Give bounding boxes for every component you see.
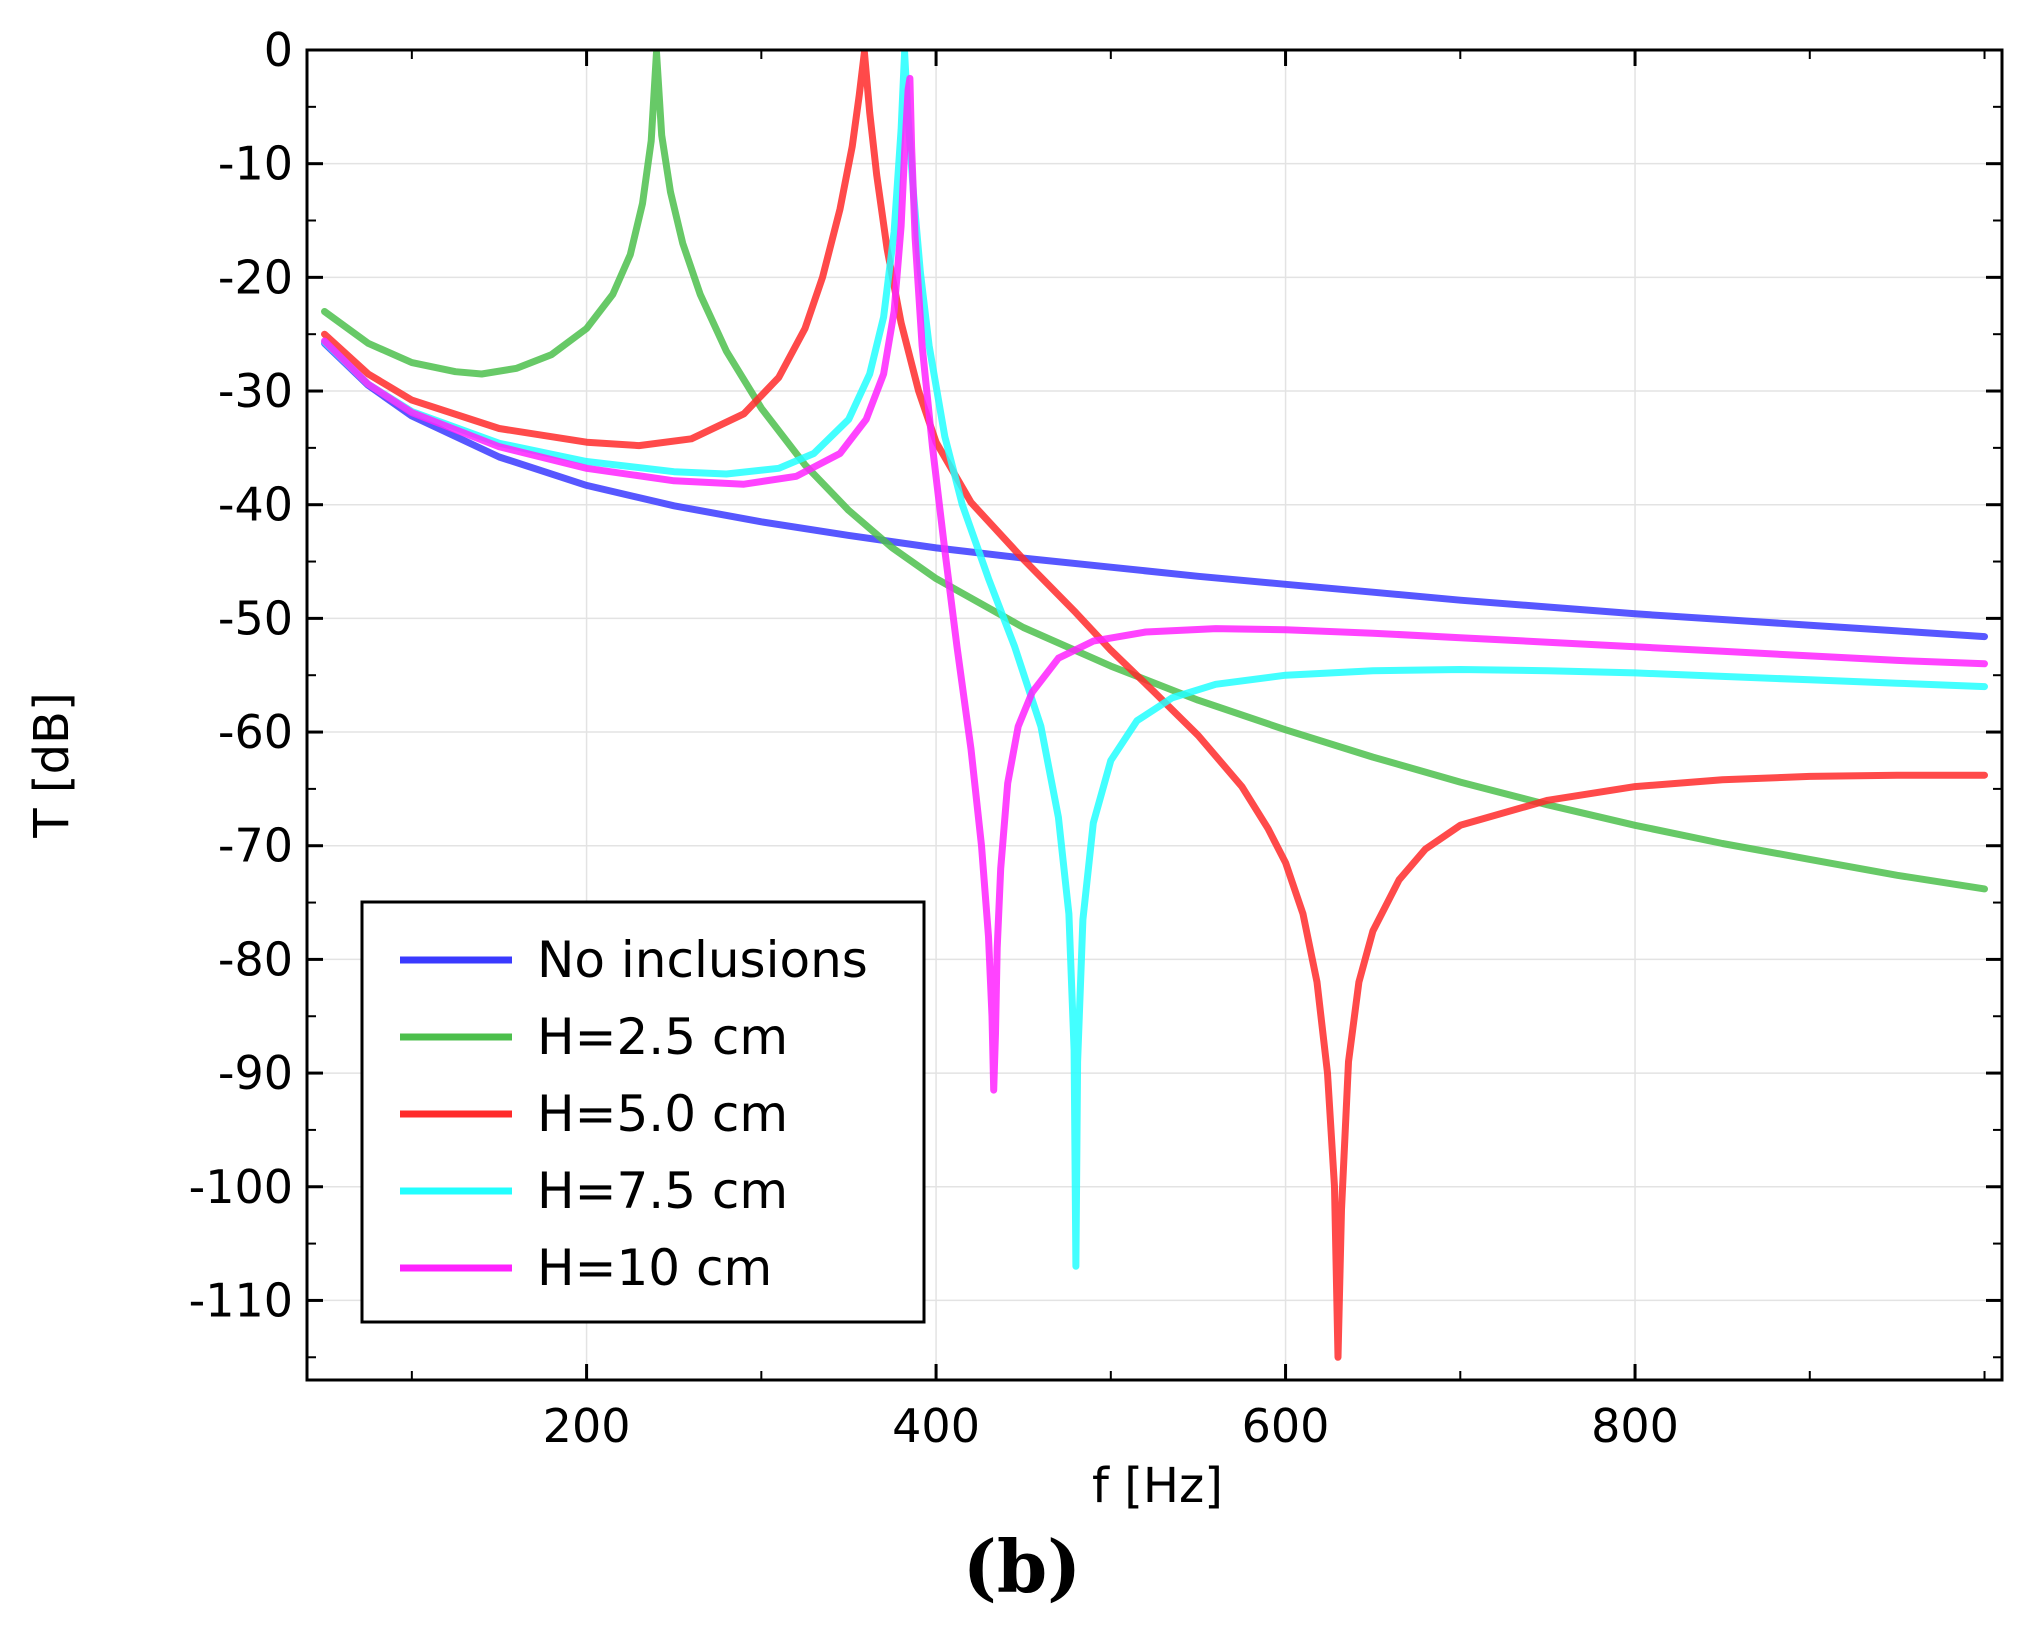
y-tick-label: -60	[218, 705, 293, 759]
series-line-2	[321, 48, 1988, 893]
y-tick-label: -40	[218, 478, 293, 532]
plot-series	[321, 48, 1988, 1361]
series-line-4	[321, 48, 1988, 1270]
y-tick-label: -50	[218, 591, 293, 645]
y-tick-label: -110	[189, 1273, 293, 1327]
y-tick-label: -70	[218, 819, 293, 873]
y-tick-label: -30	[218, 364, 293, 418]
legend-label: H=10 cm	[537, 1239, 772, 1297]
legend-label: H=5.0 cm	[537, 1085, 788, 1143]
x-tick-label: 800	[1591, 1399, 1679, 1453]
legend-label: H=2.5 cm	[537, 1008, 788, 1066]
y-tick-label: 0	[264, 23, 293, 77]
panel-label: (b)	[963, 1524, 1081, 1609]
y-axis-title: T [dB]	[24, 692, 80, 838]
legend: No inclusions H=2.5 cm H=5.0 cm H=7.5 cm H=1…	[360, 900, 926, 1324]
y-tick-label: -10	[218, 137, 293, 191]
y-tick-label: -20	[218, 250, 293, 304]
y-tick-label: -100	[189, 1160, 293, 1214]
legend-label: H=7.5 cm	[537, 1162, 788, 1220]
legend-label: No inclusions	[537, 931, 868, 989]
series-line-1	[321, 339, 1988, 641]
plot-frame	[305, 48, 2004, 1382]
y-tick-label: -80	[218, 932, 293, 986]
series-line-5	[321, 74, 1988, 1094]
x-tick-label: 400	[892, 1399, 980, 1453]
y-tick-label: -90	[218, 1046, 293, 1100]
x-tick-label: 600	[1242, 1399, 1330, 1453]
x-axis-title: f [Hz]	[1092, 1458, 1223, 1514]
series-line-3	[321, 48, 1988, 1361]
legend-box	[360, 900, 926, 1324]
axis-ticks: 200 400 600 800 0 -10 -20 -30 -40 -50 -60 -70 -80 -90…	[189, 23, 2002, 1453]
x-tick-label: 200	[543, 1399, 631, 1453]
